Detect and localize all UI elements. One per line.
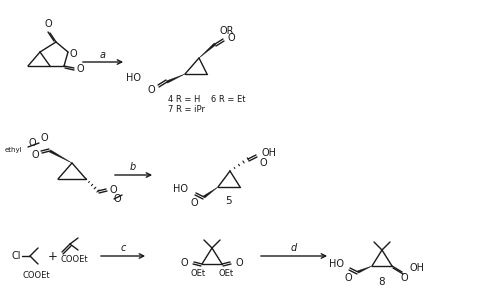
Text: O: O bbox=[190, 198, 198, 208]
Text: O: O bbox=[260, 158, 268, 168]
Text: O: O bbox=[44, 19, 52, 29]
Text: 4 R = H    6 R = Et: 4 R = H 6 R = Et bbox=[168, 95, 246, 104]
Text: O: O bbox=[40, 133, 48, 143]
Text: O: O bbox=[180, 258, 188, 268]
Text: HO: HO bbox=[329, 259, 344, 269]
Text: O: O bbox=[148, 85, 155, 95]
Text: Cl: Cl bbox=[12, 251, 22, 261]
Text: OEt: OEt bbox=[218, 269, 234, 278]
Text: d: d bbox=[291, 243, 297, 253]
Text: HO: HO bbox=[173, 184, 188, 194]
Text: OR: OR bbox=[219, 26, 234, 36]
Text: 8: 8 bbox=[378, 277, 386, 287]
Text: O: O bbox=[114, 194, 122, 204]
Text: +: + bbox=[48, 249, 58, 262]
Text: c: c bbox=[120, 243, 126, 253]
Text: OH: OH bbox=[410, 263, 425, 273]
Text: b: b bbox=[130, 162, 136, 172]
Text: COOEt: COOEt bbox=[22, 271, 50, 279]
Polygon shape bbox=[204, 187, 218, 198]
Text: HO: HO bbox=[126, 73, 141, 83]
Text: COOEt: COOEt bbox=[60, 255, 88, 265]
Text: 7 R = iPr: 7 R = iPr bbox=[168, 105, 205, 114]
Text: a: a bbox=[100, 50, 106, 60]
Text: O: O bbox=[236, 258, 244, 268]
Polygon shape bbox=[166, 74, 185, 83]
Text: O: O bbox=[28, 138, 36, 148]
Text: O: O bbox=[76, 64, 84, 74]
Polygon shape bbox=[199, 43, 216, 58]
Polygon shape bbox=[50, 150, 72, 163]
Text: OEt: OEt bbox=[190, 269, 206, 278]
Text: ethyl: ethyl bbox=[4, 147, 22, 153]
Polygon shape bbox=[358, 266, 372, 273]
Text: O: O bbox=[400, 273, 408, 283]
Text: O: O bbox=[344, 273, 352, 283]
Text: 5: 5 bbox=[224, 196, 232, 206]
Text: O: O bbox=[227, 33, 234, 43]
Text: O: O bbox=[69, 49, 77, 59]
Text: OH: OH bbox=[262, 148, 277, 158]
Text: O: O bbox=[32, 150, 39, 160]
Text: O: O bbox=[110, 185, 118, 195]
